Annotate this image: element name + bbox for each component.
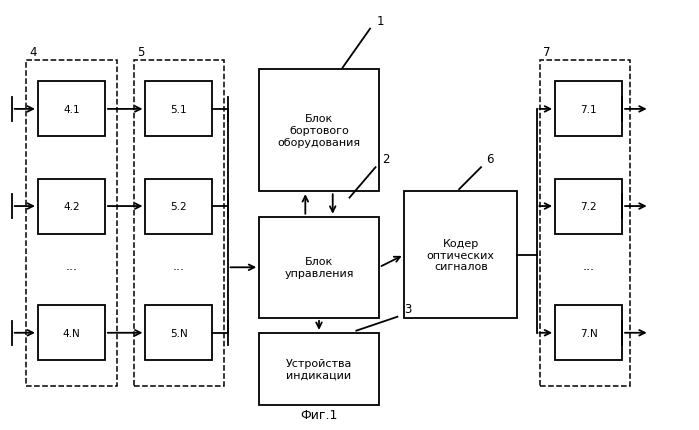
Bar <box>259 70 379 192</box>
Text: 2: 2 <box>382 152 390 165</box>
Text: 7.2: 7.2 <box>580 202 597 212</box>
Text: 4.1: 4.1 <box>63 104 80 115</box>
Bar <box>38 179 105 234</box>
Bar <box>540 61 630 386</box>
Bar <box>145 306 212 360</box>
Bar <box>404 192 517 318</box>
Text: 7: 7 <box>543 46 551 59</box>
Text: 5.1: 5.1 <box>171 104 187 115</box>
Text: Блок
управления: Блок управления <box>284 257 354 279</box>
Bar <box>145 179 212 234</box>
Text: Устройства
индикации: Устройства индикации <box>286 358 352 380</box>
Text: 3: 3 <box>404 302 412 315</box>
Bar <box>134 61 224 386</box>
Bar <box>259 217 379 318</box>
Text: 5.2: 5.2 <box>171 202 187 212</box>
Text: 7.N: 7.N <box>579 328 598 338</box>
Bar <box>555 179 622 234</box>
Bar <box>555 82 622 137</box>
Bar <box>26 61 117 386</box>
Bar <box>38 82 105 137</box>
Text: 7.1: 7.1 <box>580 104 597 115</box>
Bar <box>38 306 105 360</box>
Text: 4.N: 4.N <box>62 328 80 338</box>
Text: 4.2: 4.2 <box>63 202 80 212</box>
Bar <box>555 306 622 360</box>
Text: 5.N: 5.N <box>170 328 188 338</box>
Text: ···: ··· <box>582 263 595 276</box>
Text: Фиг.1: Фиг.1 <box>300 408 338 421</box>
Text: ···: ··· <box>173 263 185 276</box>
Text: 4: 4 <box>29 46 37 59</box>
Text: 1: 1 <box>377 15 384 28</box>
Text: Блок
бортового
оборудования: Блок бортового оборудования <box>278 114 361 147</box>
Text: ···: ··· <box>66 263 78 276</box>
Bar <box>145 82 212 137</box>
Text: 5: 5 <box>137 46 145 59</box>
Text: Кодер
оптических
сигналов: Кодер оптических сигналов <box>427 239 495 272</box>
Text: 6: 6 <box>487 152 494 165</box>
Bar <box>259 333 379 405</box>
